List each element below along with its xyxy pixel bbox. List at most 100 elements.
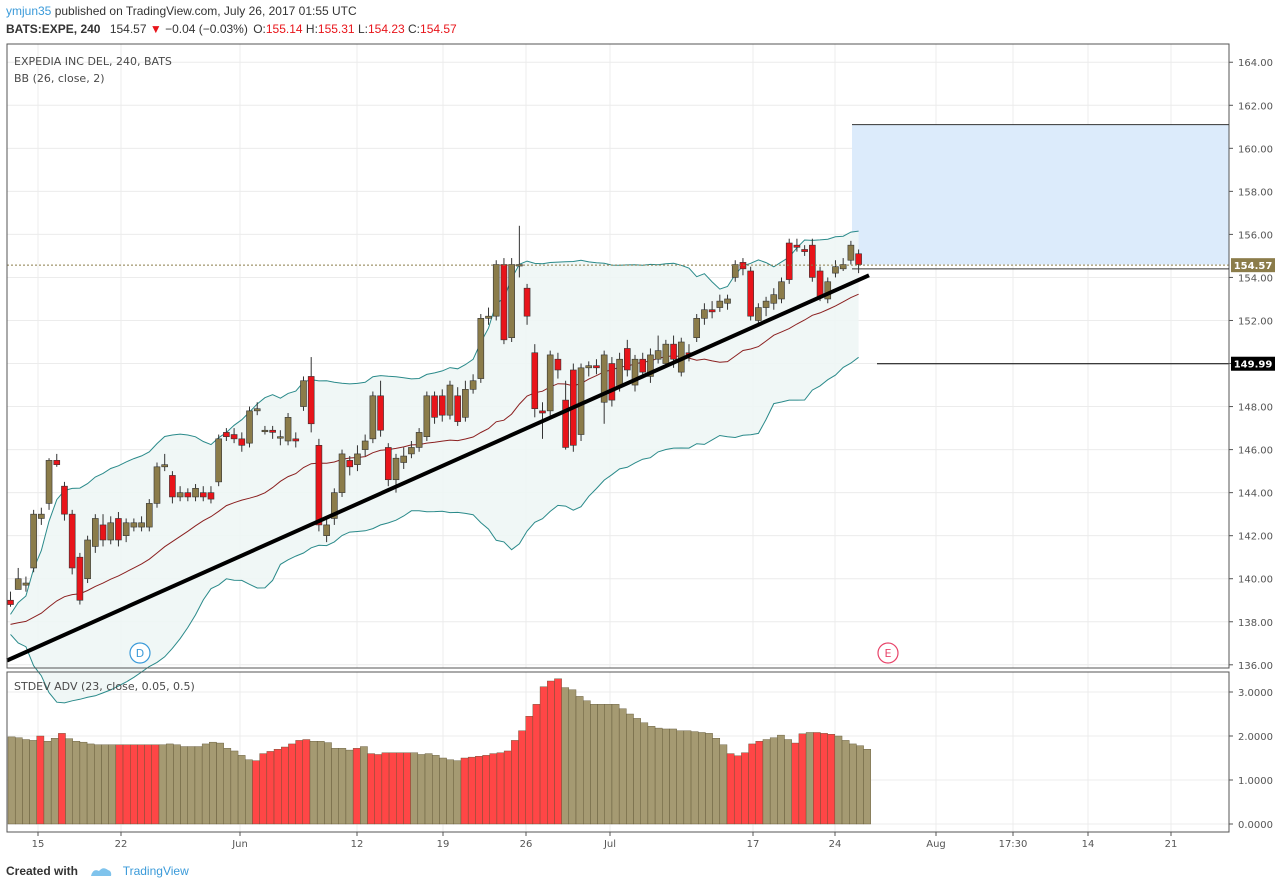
candle-body <box>469 380 477 390</box>
candle-body <box>431 395 438 418</box>
candle-body <box>415 432 423 448</box>
candle-body <box>238 438 246 446</box>
candle-body <box>145 503 153 528</box>
adv-bar <box>338 748 347 825</box>
event-e-marker[interactable]: E <box>877 642 899 664</box>
target-zone <box>852 124 1229 265</box>
x-tick-label: 19 <box>437 839 450 850</box>
adv-bar <box>22 739 30 825</box>
author-link[interactable]: ymjun35 <box>6 4 52 18</box>
candle-body <box>14 578 22 590</box>
adv-bar <box>547 680 555 825</box>
adv-bar <box>525 716 534 825</box>
candle-body <box>631 358 639 386</box>
adv-bar <box>245 759 253 825</box>
candle-body <box>384 447 392 481</box>
candle-body <box>662 343 670 364</box>
candle-body <box>192 488 199 498</box>
candle-body <box>277 436 284 439</box>
adv-bar <box>194 746 203 825</box>
y-tick-label: 144.00 <box>1238 489 1273 500</box>
x-tick-label: 21 <box>1165 839 1178 850</box>
candle-body <box>53 460 61 465</box>
candle-body <box>608 363 616 401</box>
adv-bar <box>453 760 462 825</box>
adv-bar <box>281 746 289 825</box>
candle-body <box>855 253 862 265</box>
adv-bar <box>173 744 181 825</box>
trendline[interactable] <box>6 273 870 663</box>
pane-labels: EXPEDIA INC DEL, 240, BATS BB (26, close… <box>14 55 195 693</box>
candle-body <box>562 399 569 448</box>
adv-bar <box>7 736 16 825</box>
adv-bar <box>316 741 325 825</box>
x-tick-label: Jun <box>231 839 248 850</box>
high-value: 155.31 <box>317 22 355 36</box>
candle-body <box>331 492 338 519</box>
adv-bar <box>101 744 109 825</box>
adv-bar <box>403 752 411 825</box>
x-tick-label: 26 <box>520 839 533 850</box>
adv-bar <box>460 757 469 825</box>
adv-bar <box>583 700 591 825</box>
candle-body <box>369 395 377 440</box>
adv-bar <box>748 743 756 825</box>
adv-bar <box>618 708 627 825</box>
x-tick-label: 17:30 <box>999 839 1028 850</box>
candle-body <box>284 417 292 442</box>
candle-body <box>215 438 222 483</box>
y-tick-label: 158.00 <box>1238 187 1273 198</box>
candle-body <box>300 380 307 407</box>
adv-bar <box>50 738 59 825</box>
candle-body <box>539 410 546 414</box>
last-value: 154.57 <box>109 22 147 36</box>
low-label: L: <box>357 22 368 36</box>
candle-body <box>38 513 45 519</box>
candle-body <box>377 395 384 431</box>
tradingview-link[interactable]: TradingView <box>122 864 189 878</box>
adv-bar <box>86 743 95 825</box>
candle-body <box>593 365 600 369</box>
candle-body <box>199 492 207 498</box>
event-d-marker[interactable]: D <box>129 642 151 664</box>
candle-body <box>554 358 562 371</box>
adv-bar <box>698 732 706 825</box>
adv-bar <box>43 741 52 825</box>
candle-body <box>76 556 84 601</box>
main-pane-label: EXPEDIA INC DEL, 240, BATS <box>14 55 172 68</box>
adv-bar <box>561 687 570 825</box>
candle-body <box>693 318 700 338</box>
candle-body <box>246 410 253 444</box>
adv-bar <box>647 726 656 825</box>
adv-bar <box>791 742 800 825</box>
level-price-tag-label: 149.99 <box>1234 360 1273 371</box>
candle-body <box>323 524 330 536</box>
candle-body <box>22 582 30 586</box>
candle-body <box>531 352 539 410</box>
y-tick-label: 3.0000 <box>1238 688 1273 699</box>
adv-bar <box>396 752 404 825</box>
candle-body <box>161 464 168 468</box>
adv-bar <box>712 738 721 825</box>
y-tick-label: 142.00 <box>1238 532 1273 543</box>
adv-bar <box>446 759 454 825</box>
adv-bar <box>187 746 196 825</box>
candle-body <box>361 440 369 450</box>
symbol-label: BATS:EXPE, 240 <box>6 22 101 36</box>
candle-body <box>269 429 276 433</box>
candle-body <box>623 348 631 371</box>
adv-bar <box>482 755 490 825</box>
adv-bar <box>130 744 138 825</box>
adv-bar <box>288 743 296 825</box>
adv-bar <box>424 753 433 825</box>
candle-body <box>847 244 855 261</box>
y-tick-label: 2.0000 <box>1238 732 1273 743</box>
candle-body <box>832 266 839 274</box>
candle-body <box>438 395 446 416</box>
adv-bar <box>36 735 45 825</box>
lower-pane-frame <box>6 671 1230 833</box>
adv-bar <box>108 744 117 825</box>
candle-body <box>462 389 469 418</box>
adv-bar <box>324 742 332 825</box>
